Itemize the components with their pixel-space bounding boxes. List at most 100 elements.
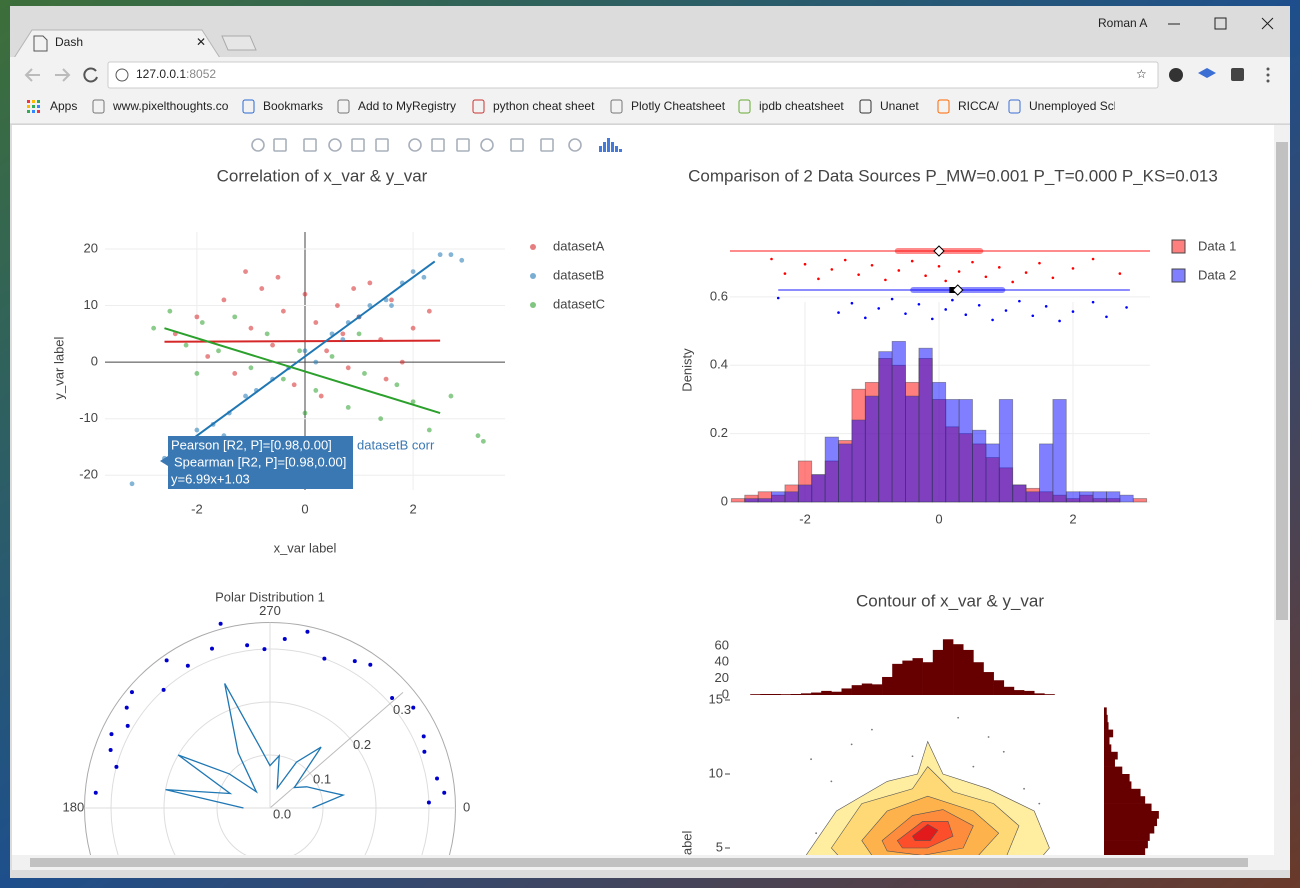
legend-swatch: [1171, 268, 1186, 283]
hist-bar: [831, 691, 842, 695]
back[interactable]: [24, 68, 40, 82]
rug-point: [991, 318, 994, 322]
sample-point: [957, 716, 960, 719]
modebar-button: [375, 138, 389, 152]
bookmark-icon: [1008, 99, 1021, 114]
tab-close[interactable]: ✕: [196, 35, 206, 49]
rug-point: [1125, 306, 1128, 309]
bar: [811, 474, 826, 503]
modebar-button: [431, 138, 445, 152]
bookmark[interactable]: Bookmarks: [263, 99, 323, 113]
plotly-logo: [619, 149, 622, 152]
page-content: [12, 125, 1274, 855]
close[interactable]: [1261, 17, 1274, 30]
rug-point: [1105, 315, 1108, 319]
bar: [797, 484, 813, 503]
bookmark[interactable]: python cheat sheet: [493, 99, 595, 113]
hist-bar: [821, 690, 832, 695]
point: [335, 303, 340, 308]
polar-point: [411, 705, 416, 710]
hist-bar: [780, 694, 792, 695]
polar-point: [209, 646, 214, 651]
contour-level: [912, 823, 939, 841]
y-tick-label: 10: [709, 765, 723, 780]
hist-bar: [1104, 818, 1158, 827]
hist-bar: [1104, 825, 1155, 834]
site-info[interactable]: [115, 68, 129, 82]
rug-point: [776, 296, 780, 300]
forward[interactable]: [55, 68, 71, 82]
point: [351, 286, 357, 291]
hover-label: datasetB corr: [357, 437, 435, 452]
rug-point: [1091, 257, 1095, 261]
bookmark[interactable]: Unemployed School: [1029, 99, 1136, 113]
polar-point: [185, 663, 190, 668]
polar-point: [124, 705, 129, 710]
bookmark[interactable]: www.pixelthoughts.co: [112, 99, 229, 113]
rug-point: [770, 257, 773, 261]
rug-point: [964, 313, 968, 316]
polar-point: [390, 696, 395, 701]
active-tab[interactable]: [13, 29, 221, 59]
y-tick-label: 60: [715, 637, 729, 652]
bar: [918, 347, 933, 503]
hist-bar: [1104, 714, 1108, 723]
point: [448, 252, 454, 258]
extension[interactable]: [1231, 68, 1244, 81]
menu[interactable]: [1266, 67, 1270, 71]
rug-point: [910, 259, 914, 263]
bookmark[interactable]: Add to MyRegistry: [358, 99, 456, 113]
bookmark[interactable]: Apps: [50, 99, 77, 113]
rug-point: [864, 316, 867, 320]
rug-point: [971, 260, 974, 264]
legend-label: Data 2: [1198, 267, 1236, 282]
extension[interactable]: [1198, 68, 1216, 78]
hist-bar: [851, 685, 863, 695]
point: [297, 348, 302, 354]
point: [183, 342, 189, 348]
y-tick-label: -20: [79, 467, 98, 482]
modebar-button: [351, 138, 365, 152]
hist-bar: [1104, 759, 1115, 767]
extension[interactable]: [1169, 68, 1183, 82]
bookmark[interactable]: Plotly Cheatsheet: [631, 99, 726, 113]
new-tab[interactable]: [221, 35, 257, 51]
y-tick-label: 0: [721, 493, 728, 508]
rug-point: [843, 258, 847, 262]
bookmark-icon: [472, 99, 485, 114]
point: [270, 342, 275, 348]
reload[interactable]: [83, 67, 98, 83]
rug-point: [904, 312, 907, 315]
maximize[interactable]: [1214, 17, 1227, 30]
bar: [771, 491, 786, 503]
bookmark[interactable]: RICCA/: [958, 99, 999, 113]
hover-box: [168, 436, 353, 489]
polar-point: [218, 621, 223, 626]
plotly-logo: [603, 142, 606, 152]
hist-bar: [1104, 751, 1118, 760]
dash-app: Correlation of x_var & y_var-2 0 2-20-1001…: [51, 138, 1236, 855]
sample-point: [810, 758, 812, 761]
point: [480, 438, 486, 444]
plotly-logo: [599, 146, 602, 152]
rug-point: [930, 317, 934, 321]
polar-point: [368, 662, 373, 667]
menu: [1266, 79, 1270, 83]
legend-label: datasetB: [553, 267, 604, 282]
rug-point: [1011, 280, 1014, 284]
omnibox[interactable]: [107, 61, 1159, 89]
profile-name[interactable]: Roman A: [1098, 16, 1147, 30]
point: [410, 399, 416, 405]
star[interactable]: ☆: [1136, 67, 1147, 81]
radial-tick-label: 0.1: [313, 772, 331, 787]
tab-icon: [33, 35, 48, 52]
bookmark[interactable]: ipdb cheatsheet: [759, 99, 844, 113]
point: [232, 371, 238, 376]
h-scroll-thumb[interactable]: [30, 858, 1248, 867]
modebar-button: [251, 138, 265, 152]
v-scroll-thumb[interactable]: [1276, 142, 1288, 620]
bar: [1079, 491, 1094, 503]
point: [243, 393, 248, 399]
hist-bar: [1104, 796, 1146, 804]
bookmark[interactable]: Unanet: [880, 99, 919, 113]
